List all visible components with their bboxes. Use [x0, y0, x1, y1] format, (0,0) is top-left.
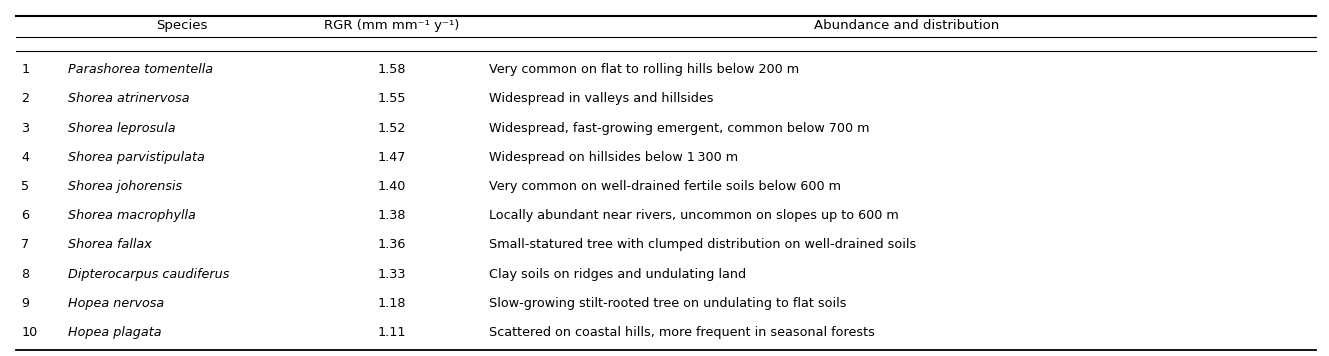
Text: Parashorea tomentella: Parashorea tomentella [68, 63, 213, 76]
Text: Scattered on coastal hills, more frequent in seasonal forests: Scattered on coastal hills, more frequen… [489, 326, 874, 339]
Text: 1.11: 1.11 [377, 326, 407, 339]
Text: Shorea macrophylla: Shorea macrophylla [68, 209, 195, 222]
Text: 1.55: 1.55 [377, 93, 407, 105]
Text: 7: 7 [21, 239, 29, 251]
Text: 4: 4 [21, 151, 29, 164]
Text: Very common on well-drained fertile soils below 600 m: Very common on well-drained fertile soil… [489, 180, 841, 193]
Text: Dipterocarpus caudiferus: Dipterocarpus caudiferus [68, 268, 229, 281]
Text: 1.33: 1.33 [377, 268, 407, 281]
Text: Widespread on hillsides below 1 300 m: Widespread on hillsides below 1 300 m [489, 151, 738, 164]
Text: Shorea atrinervosa: Shorea atrinervosa [68, 93, 190, 105]
Text: Hopea plagata: Hopea plagata [68, 326, 161, 339]
Text: 1.58: 1.58 [377, 63, 407, 76]
Text: 3: 3 [21, 122, 29, 135]
Text: 1.18: 1.18 [377, 297, 407, 310]
Text: Hopea nervosa: Hopea nervosa [68, 297, 163, 310]
Text: Shorea johorensis: Shorea johorensis [68, 180, 182, 193]
Text: Widespread, fast-growing emergent, common below 700 m: Widespread, fast-growing emergent, commo… [489, 122, 869, 135]
Text: Slow-growing stilt-rooted tree on undulating to flat soils: Slow-growing stilt-rooted tree on undula… [489, 297, 847, 310]
Text: Widespread in valleys and hillsides: Widespread in valleys and hillsides [489, 93, 714, 105]
Text: 9: 9 [21, 297, 29, 310]
Text: Very common on flat to rolling hills below 200 m: Very common on flat to rolling hills bel… [489, 63, 799, 76]
Text: 1.36: 1.36 [377, 239, 407, 251]
Text: Small-statured tree with clumped distribution on well-drained soils: Small-statured tree with clumped distrib… [489, 239, 916, 251]
Text: Shorea leprosula: Shorea leprosula [68, 122, 175, 135]
Text: 2: 2 [21, 93, 29, 105]
Text: Species: Species [155, 19, 207, 32]
Text: 1.40: 1.40 [377, 180, 407, 193]
Text: 1.38: 1.38 [377, 209, 407, 222]
Text: Shorea parvistipulata: Shorea parvistipulata [68, 151, 205, 164]
Text: 5: 5 [21, 180, 29, 193]
Text: Shorea fallax: Shorea fallax [68, 239, 152, 251]
Text: RGR (mm mm⁻¹ y⁻¹): RGR (mm mm⁻¹ y⁻¹) [324, 19, 460, 32]
Text: 1: 1 [21, 63, 29, 76]
Text: 6: 6 [21, 209, 29, 222]
Text: Clay soils on ridges and undulating land: Clay soils on ridges and undulating land [489, 268, 746, 281]
Text: 1.47: 1.47 [377, 151, 407, 164]
Text: 1.52: 1.52 [377, 122, 407, 135]
Text: 10: 10 [21, 326, 37, 339]
Text: Locally abundant near rivers, uncommon on slopes up to 600 m: Locally abundant near rivers, uncommon o… [489, 209, 898, 222]
Text: Abundance and distribution: Abundance and distribution [815, 19, 999, 32]
Text: 8: 8 [21, 268, 29, 281]
